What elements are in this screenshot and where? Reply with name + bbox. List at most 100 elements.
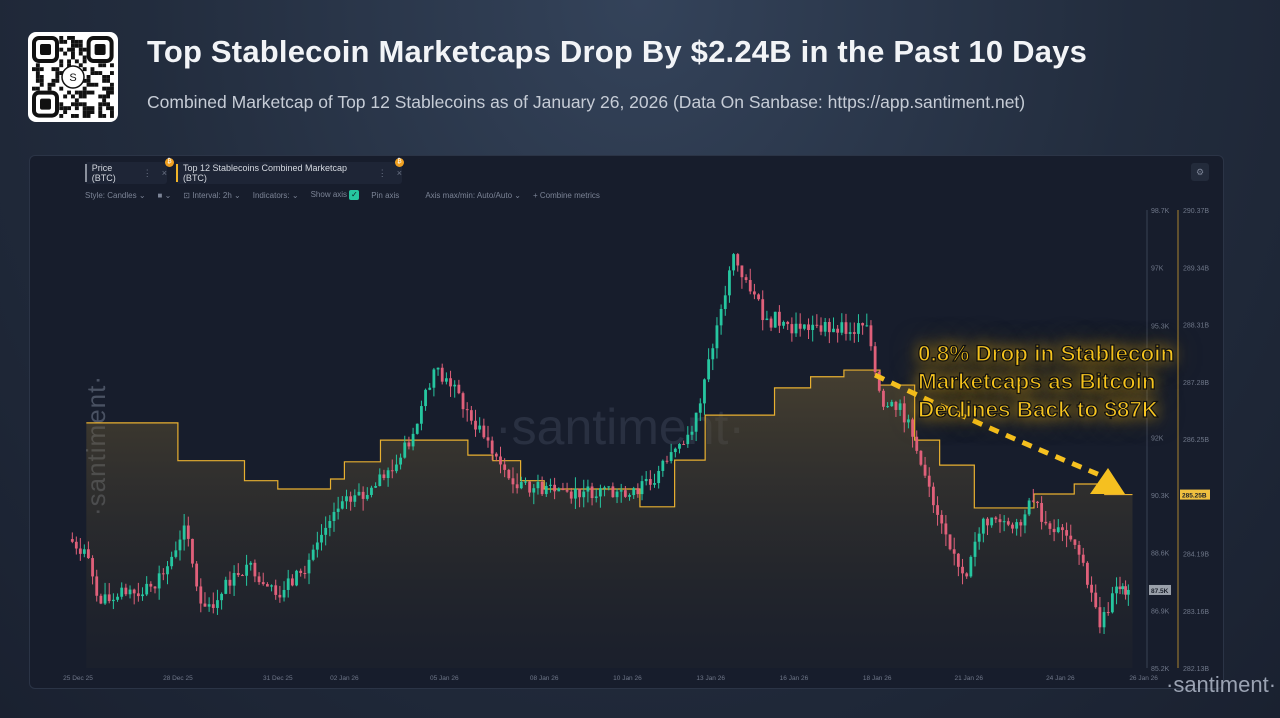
candle-up xyxy=(1126,589,1130,595)
qr-module xyxy=(90,71,95,75)
candle-down xyxy=(931,486,935,506)
qr-module xyxy=(78,94,83,99)
qr-module xyxy=(47,86,52,91)
candle-down xyxy=(1040,503,1044,522)
candle-down xyxy=(257,576,261,583)
candle-up xyxy=(832,328,835,333)
qr-module xyxy=(106,94,110,99)
settings-icon[interactable]: ⚙ xyxy=(1191,163,1209,181)
candle-up xyxy=(340,501,344,509)
candle-up xyxy=(644,479,648,482)
candle-up xyxy=(166,566,169,575)
candle-up xyxy=(973,541,977,557)
candle-down xyxy=(1090,584,1093,593)
candle-down xyxy=(740,265,744,278)
candle-down xyxy=(682,443,686,445)
qr-module xyxy=(106,86,110,91)
candle-up xyxy=(1115,586,1118,594)
candle-up xyxy=(549,484,552,486)
candle-up xyxy=(374,486,378,488)
candle-up xyxy=(395,464,398,472)
candle-down xyxy=(540,482,544,495)
qr-module xyxy=(110,114,114,118)
candle-down xyxy=(902,403,906,423)
more-icon[interactable]: ⋮ xyxy=(142,167,152,178)
qr-module xyxy=(47,82,52,87)
current-price-marker xyxy=(1149,584,1171,595)
qr-module xyxy=(82,47,87,52)
candle-down xyxy=(911,419,914,437)
qr-module xyxy=(59,39,64,44)
candle-down xyxy=(1077,544,1081,555)
candle-down xyxy=(919,450,923,465)
candle-down xyxy=(499,456,502,465)
qr-module xyxy=(35,71,40,75)
current-marketcap-marker xyxy=(1180,489,1210,500)
candle-down xyxy=(965,573,969,577)
candle-up xyxy=(415,423,419,434)
candle-down xyxy=(827,322,831,333)
style-dropdown[interactable]: Style: Candles ⌄ xyxy=(85,190,146,200)
qr-module xyxy=(98,63,103,68)
candle-down xyxy=(623,490,627,497)
close-icon[interactable]: × xyxy=(396,168,402,178)
candle-down xyxy=(790,324,794,334)
candle-down xyxy=(1073,539,1077,545)
candle-down xyxy=(161,573,165,575)
candle-up xyxy=(865,325,869,327)
candle-up xyxy=(532,488,536,493)
candle-down xyxy=(153,586,157,589)
candle-up xyxy=(678,443,681,449)
candle-up xyxy=(1015,522,1019,529)
axis-maxmin-dropdown[interactable]: Axis max/min: Auto/Auto ⌄ xyxy=(425,190,521,200)
x-tick-label: 08 Jan 26 xyxy=(530,675,559,682)
candle-up xyxy=(141,594,144,597)
qr-module xyxy=(32,86,36,91)
pin-axis-toggle[interactable]: Pin axis xyxy=(371,190,400,200)
qr-module xyxy=(90,82,95,87)
qr-module xyxy=(63,51,68,56)
tab-price-btc[interactable]: Price (BTC) ⋮ × xyxy=(85,162,167,184)
qr-module xyxy=(78,90,83,95)
checkbox-checked-icon[interactable]: ✓ xyxy=(349,190,360,200)
candle-up xyxy=(719,308,723,326)
price-tick-label: 92K xyxy=(1151,435,1164,442)
candle-down xyxy=(915,436,919,451)
interval-dropdown[interactable]: ⊡ Interval: 2h ⌄ xyxy=(183,190,241,200)
more-icon[interactable]: ⋮ xyxy=(377,167,387,178)
marketcap-tick-label: 283.16B xyxy=(1183,609,1209,616)
tab-stablecoin-marketcap[interactable]: Top 12 Stablecoins Combined Marketcap (B… xyxy=(176,162,402,184)
qr-module xyxy=(55,67,60,72)
candle-up xyxy=(715,325,719,349)
candle-down xyxy=(390,470,394,472)
color-dropdown[interactable]: ■ ⌄ xyxy=(157,190,172,200)
candle-down xyxy=(1061,527,1064,531)
candle-down xyxy=(1052,528,1056,533)
candle-down xyxy=(786,321,790,325)
candle-up xyxy=(977,533,981,542)
marketcap-tick-label: 282.13B xyxy=(1183,666,1209,673)
show-axis-toggle[interactable]: Show axis ✓ xyxy=(311,190,360,200)
qr-module xyxy=(98,94,103,99)
candle-down xyxy=(852,332,856,334)
qr-module xyxy=(59,47,64,52)
candle-down xyxy=(303,573,307,575)
candle-up xyxy=(603,487,606,489)
x-tick-label: 13 Jan 26 xyxy=(696,675,725,682)
candle-down xyxy=(149,583,153,587)
qr-module xyxy=(78,43,83,48)
candle-down xyxy=(203,603,207,607)
qr-module xyxy=(39,67,44,72)
close-icon[interactable]: × xyxy=(161,168,167,178)
qr-module xyxy=(102,98,107,103)
candle-down xyxy=(1124,586,1127,595)
qr-module xyxy=(71,55,75,60)
x-tick-label: 28 Dec 25 xyxy=(163,675,193,682)
x-tick-label: 31 Dec 25 xyxy=(263,675,293,682)
candle-up xyxy=(378,474,382,487)
qr-module xyxy=(86,110,91,114)
indicators-dropdown[interactable]: Indicators: ⌄ xyxy=(252,190,299,200)
style-label: Style: Candles xyxy=(85,190,137,200)
combine-metrics-button[interactable]: + Combine metrics xyxy=(532,190,600,200)
price-tick-label: 88.6K xyxy=(1151,551,1170,558)
